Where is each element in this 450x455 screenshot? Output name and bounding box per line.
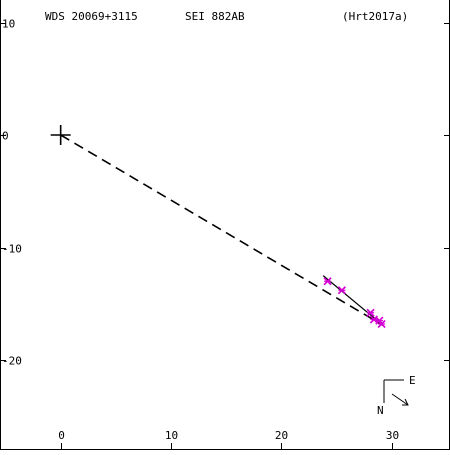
header-star-id: WDS 20069+3115 <box>45 10 138 23</box>
observation-point <box>337 286 346 295</box>
orbit-segment <box>322 275 384 326</box>
axis-ticks: 0 10 20 30 10 0 -10 -20 <box>1 18 449 449</box>
data-marks <box>50 125 386 329</box>
compass-east-label: E <box>409 374 416 387</box>
observation-point <box>377 319 386 329</box>
y-tick-label: -20 <box>2 355 22 368</box>
compass-motion-arrow-head <box>402 398 409 406</box>
x-tick-label: 20 <box>275 429 288 442</box>
y-tick-label: 10 <box>2 18 15 31</box>
header-pair-name: SEI 882AB <box>185 10 245 23</box>
compass: E N <box>377 374 416 417</box>
header-reference: (Hrt2017a) <box>342 10 408 23</box>
y-tick-label: -10 <box>2 243 22 256</box>
observation-point <box>366 308 375 317</box>
compass-motion-arrow-shaft <box>391 393 409 406</box>
x-tick-label: 0 <box>58 429 65 442</box>
x-tick-label: 30 <box>386 429 399 442</box>
observation-point <box>323 277 332 286</box>
x-tick-label: 10 <box>165 429 178 442</box>
dashed-separation-line <box>60 134 384 326</box>
y-tick-label: 0 <box>2 130 9 143</box>
compass-north-label: N <box>377 404 384 417</box>
